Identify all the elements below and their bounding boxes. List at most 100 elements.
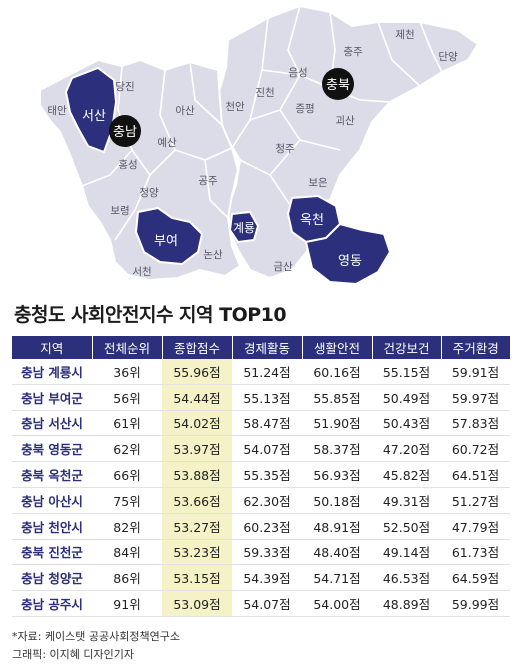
table-cell: 49.14점 [372, 539, 441, 566]
yeongdong-region [304, 222, 392, 286]
table-cell: 91위 [92, 590, 162, 617]
column-header: 종합점수 [162, 336, 233, 359]
table-cell: 45.82점 [372, 461, 441, 488]
map-label-yesan: 예산 [157, 136, 177, 149]
map-label-gyeryong: 계룡 [233, 221, 255, 235]
map-label-danyang: 단양 [438, 51, 458, 63]
map-label-yeongdong: 영동 [338, 254, 362, 269]
region-cell: 충남 공주시 [12, 590, 92, 617]
table-cell: 54.00점 [302, 590, 372, 617]
table-row: 충남 공주시 91위 53.09점 54.07점 54.00점 48.89점 59.99점 [12, 590, 510, 617]
table-cell: 86위 [92, 564, 162, 592]
map-label-buyeo: 부여 [154, 234, 178, 249]
table-row: 충북 영동군 62위 53.97점 54.07점 58.37점 47.20점 60.72점 [12, 435, 510, 463]
table-cell: 54.07점 [232, 435, 302, 463]
table-cell: 52.50점 [372, 513, 441, 540]
table-cell: 59.33점 [232, 539, 302, 566]
table-cell: 53.97점 [162, 435, 232, 463]
table-cell: 82위 [92, 513, 162, 540]
map-label-dangjin: 당진 [115, 81, 134, 93]
table-cell: 58.37점 [302, 435, 372, 463]
map-label-cheongju: 청주 [275, 143, 295, 155]
table-cell: 54.71점 [302, 564, 372, 592]
table-body: 충남 계룡시 36위 55.96점 51.24점 60.16점 55.15점 59.91점 충… [12, 359, 510, 617]
map-label-hongseong: 홍성 [118, 158, 137, 171]
map-label-geumsan: 금산 [273, 261, 293, 273]
column-header: 건강보건 [372, 336, 442, 359]
ranking-table: 지역 전체순위 종합점수 경제활동 생활안전 건강보건 주거환경 충남 계룡시 36위 55.9… [12, 336, 510, 617]
column-header: 전체순위 [92, 336, 163, 359]
column-header: 지역 [12, 336, 93, 359]
map-label-seocheon: 서천 [132, 266, 151, 278]
map-label-goesan: 괴산 [335, 115, 355, 127]
table-cell: 51.90점 [302, 410, 372, 437]
table-cell: 50.18점 [302, 487, 372, 514]
table-cell: 53.66점 [162, 487, 232, 514]
table-cell: 51.24점 [232, 359, 302, 385]
column-header: 경제활동 [232, 336, 303, 359]
table-cell: 66위 [92, 461, 162, 488]
region-cell: 충남 서산시 [12, 410, 92, 437]
map-label-okcheon: 옥천 [300, 213, 324, 228]
map-label-boeun: 보은 [308, 177, 328, 189]
table-row: 충남 아산시 75위 53.66점 62.30점 50.18점 49.31점 51.27점 [12, 487, 510, 514]
table-cell: 59.91점 [441, 359, 510, 385]
region-cell: 충북 진천군 [12, 539, 92, 566]
table-cell: 60.23점 [232, 513, 302, 540]
table-cell: 54.44점 [162, 384, 232, 411]
table-title: 충청도 사회안전지수 지역 TOP10 [14, 304, 287, 326]
table-cell: 46.53점 [372, 564, 441, 592]
table-cell: 53.27점 [162, 513, 232, 540]
region-cell: 충남 부여군 [12, 384, 92, 411]
table-cell: 60.16점 [302, 359, 372, 385]
table-cell: 55.13점 [232, 384, 302, 411]
table-cell: 57.83점 [441, 410, 510, 437]
table-cell: 62위 [92, 435, 162, 463]
table-cell: 64.59점 [441, 564, 510, 592]
table-row: 충남 부여군 56위 54.44점 55.13점 55.85점 50.49점 59.97점 [12, 384, 510, 411]
table-cell: 47.20점 [372, 435, 441, 463]
map-label-gongju: 공주 [198, 175, 218, 187]
map-label-asan: 아산 [175, 105, 195, 117]
chungbuk-badge-circle [322, 68, 354, 100]
table-cell: 36위 [92, 359, 162, 385]
gyeryong-region [228, 210, 260, 244]
map-label-eumseong: 음성 [288, 67, 307, 79]
table-cell: 54.39점 [232, 564, 302, 592]
table-row: 충남 계룡시 36위 55.96점 51.24점 60.16점 55.15점 59.91점 [12, 359, 510, 385]
chungcheong-map: 충남 충북 서산 부여 계룡 옥천 영동 충주 제천 단양 음성 진천 증평 괴… [39, 4, 480, 286]
table-cell: 55.96점 [162, 359, 232, 385]
column-header: 주거환경 [441, 336, 510, 359]
chungbuk-base [216, 4, 480, 280]
table-cell: 49.31점 [372, 487, 441, 514]
table-cell: 48.91점 [302, 513, 372, 540]
table-cell: 53.09점 [162, 590, 232, 617]
table-row: 충북 진천군 84위 53.23점 59.33점 48.40점 49.14점 61.73점 [12, 539, 510, 566]
table-cell: 55.15점 [372, 359, 441, 385]
table-cell: 53.23점 [162, 539, 232, 566]
table-cell: 53.15점 [162, 564, 232, 592]
table-row: 충남 서산시 61위 54.02점 58.47점 51.90점 50.43점 57.83점 [12, 410, 510, 437]
chungnam-badge: 충남 [113, 125, 137, 140]
region-cell: 충남 천안시 [12, 513, 92, 540]
table-cell: 47.79점 [441, 513, 510, 540]
table-cell: 59.99점 [441, 590, 510, 617]
region-cell: 충북 옥천군 [12, 461, 92, 488]
source-note: *자료: 케이스탯 공공사회정책연구소 [12, 630, 180, 643]
table-row: 충북 옥천군 66위 53.88점 55.35점 56.93점 45.82점 64.51점 [12, 461, 510, 488]
region-cell: 충남 청양군 [12, 564, 92, 592]
chungnam-badge-circle [109, 115, 141, 147]
table-cell: 53.88점 [162, 461, 232, 488]
table-cell: 50.49점 [372, 384, 441, 411]
table-cell: 75위 [92, 487, 162, 514]
chungbuk-badge: 충북 [326, 78, 350, 93]
table-row: 충남 천안시 82위 53.27점 60.23점 48.91점 52.50점 47.79점 [12, 513, 510, 540]
table-cell: 56위 [92, 384, 162, 411]
table-cell: 54.02점 [162, 410, 232, 437]
table-cell: 56.93점 [302, 461, 372, 488]
table-cell: 55.35점 [232, 461, 302, 488]
region-cell: 충북 영동군 [12, 435, 92, 463]
table-cell: 54.07점 [232, 590, 302, 617]
map-label-nonsan: 논산 [203, 249, 223, 261]
table-cell: 51.27점 [441, 487, 510, 514]
